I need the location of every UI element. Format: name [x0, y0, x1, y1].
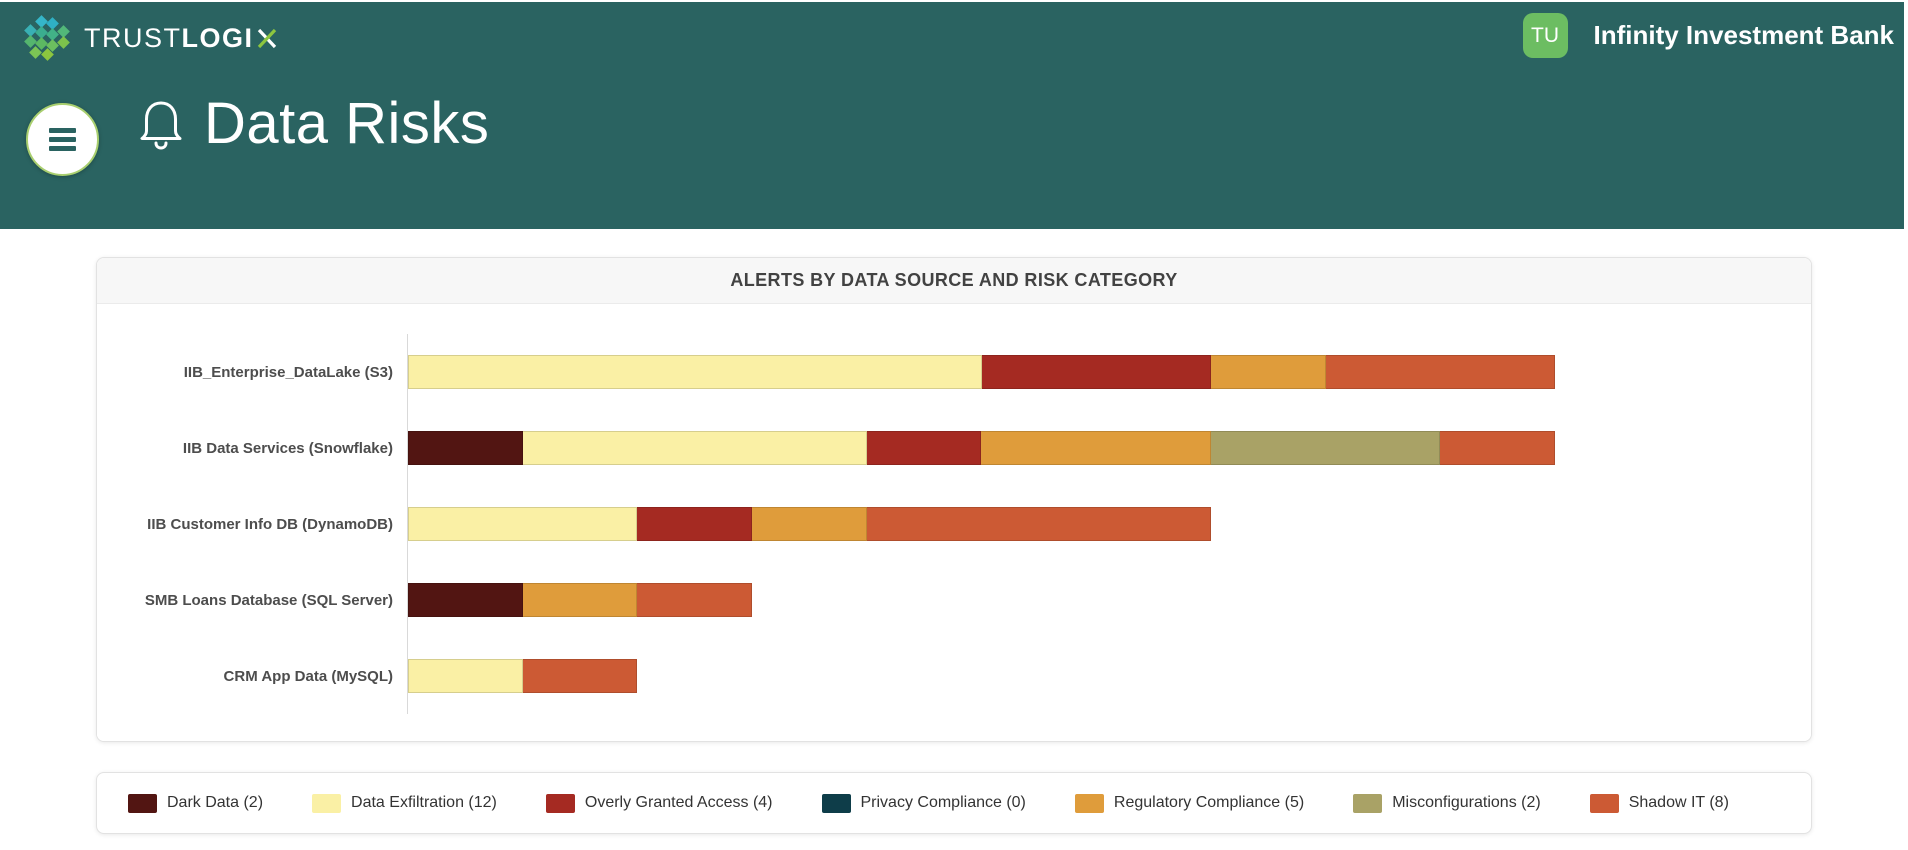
hamburger-menu-button[interactable]: [26, 103, 99, 176]
app-header: TRUST LOGI TU Infinity Investment Bank Da…: [0, 2, 1904, 229]
bar-segment-regulatory-compliance[interactable]: [1210, 355, 1326, 389]
bar-segment-shadow-it[interactable]: [866, 507, 1211, 541]
hamburger-bar: [49, 137, 76, 142]
brand-text-trust: TRUST: [84, 22, 182, 53]
chart-legend: Dark Data (2) Data Exfiltration (12) Overl…: [96, 772, 1812, 834]
chart-row-bars: [407, 562, 1811, 638]
chart-row: IIB_Enterprise_DataLake (S3): [97, 334, 1811, 410]
bar-segment-dark-data[interactable]: [408, 583, 523, 617]
account-name: Infinity Investment Bank: [1593, 20, 1895, 50]
brand-text-logi: LOGI: [181, 22, 254, 53]
legend-label: Privacy Compliance (0): [860, 794, 1026, 811]
brand-diamond-grid-icon: [24, 15, 70, 61]
bar-segment-shadow-it[interactable]: [637, 583, 753, 617]
legend-swatch: [1589, 793, 1619, 813]
chart-row: IIB Data Services (Snowflake): [97, 410, 1811, 486]
chart-row-bars: [407, 334, 1811, 410]
bar-segment-shadow-it[interactable]: [1325, 355, 1555, 389]
legend-item-overly-granted-access[interactable]: Overly Granted Access (4): [545, 793, 773, 813]
chart-title: ALERTS BY DATA SOURCE AND RISK CATEGORY: [730, 270, 1178, 290]
hamburger-bar: [49, 146, 76, 151]
bar-segment-overly-granted-access[interactable]: [637, 507, 753, 541]
page-title-row: Data Risks: [138, 90, 489, 157]
legend-swatch: [821, 793, 851, 813]
chart-row-label: IIB_Enterprise_DataLake (S3): [183, 363, 393, 381]
legend-swatch: [1353, 793, 1383, 813]
chart-row-bars: [407, 486, 1811, 562]
bar-segment-regulatory-compliance[interactable]: [522, 583, 638, 617]
chart-card-header: ALERTS BY DATA SOURCE AND RISK CATEGORY: [97, 258, 1811, 304]
legend-swatch: [1074, 793, 1104, 813]
hamburger-bar: [49, 128, 76, 133]
bar-segment-dark-data[interactable]: [408, 431, 523, 465]
bar-segment-data-exfiltration[interactable]: [408, 507, 638, 541]
legend-label: Overly Granted Access (4): [584, 794, 773, 811]
chart-row: SMB Loans Database (SQL Server): [97, 562, 1811, 638]
bar-segment-shadow-it[interactable]: [522, 659, 638, 693]
legend-swatch: [128, 793, 157, 813]
legend-item-data-exfiltration[interactable]: Data Exfiltration (12): [312, 793, 497, 813]
main-content: ALERTS BY DATA SOURCE AND RISK CATEGORY …: [0, 257, 1908, 834]
bar-segment-data-exfiltration[interactable]: [408, 355, 982, 389]
legend-item-privacy-compliance[interactable]: Privacy Compliance (0): [821, 793, 1026, 813]
legend-item-dark-data[interactable]: Dark Data (2): [128, 793, 264, 813]
bar-segment-shadow-it[interactable]: [1440, 431, 1555, 465]
chart-plot-area: IIB_Enterprise_DataLake (S3) IIB Data Ser…: [97, 304, 1811, 741]
legend-label: Shadow IT (8): [1628, 794, 1729, 811]
legend-item-regulatory-compliance[interactable]: Regulatory Compliance (5): [1074, 793, 1305, 813]
legend-label: Data Exfiltration (12): [351, 794, 497, 811]
bar-segment-misconfigurations[interactable]: [1210, 431, 1441, 465]
brand-logo[interactable]: TRUST LOGI: [22, 14, 279, 62]
chart-row-label: SMB Loans Database (SQL Server): [144, 591, 393, 609]
account-area: TU Infinity Investment Bank: [1522, 13, 1895, 58]
bar-segment-regulatory-compliance[interactable]: [981, 431, 1211, 465]
bar-segment-overly-granted-access[interactable]: [866, 431, 982, 465]
legend-label: Misconfigurations (2): [1392, 794, 1541, 811]
legend-label: Regulatory Compliance (5): [1113, 794, 1305, 811]
user-avatar[interactable]: TU: [1522, 13, 1568, 58]
alerts-chart-card: ALERTS BY DATA SOURCE AND RISK CATEGORY …: [96, 257, 1812, 742]
brand-text-x: [255, 26, 279, 50]
brand-wordmark: TRUST LOGI: [84, 23, 279, 54]
bell-icon: [140, 101, 182, 150]
bar-segment-data-exfiltration[interactable]: [408, 659, 523, 693]
legend-item-misconfigurations[interactable]: Misconfigurations (2): [1353, 793, 1541, 813]
chart-row-bars: [407, 638, 1811, 714]
legend-swatch: [312, 793, 342, 813]
chart-rows: IIB_Enterprise_DataLake (S3) IIB Data Ser…: [97, 304, 1811, 714]
page-title: Data Risks: [204, 91, 490, 156]
chart-row-label: IIB Data Services (Snowflake): [182, 439, 393, 457]
chart-row: CRM App Data (MySQL): [97, 638, 1811, 714]
chart-row-label: CRM App Data (MySQL): [223, 667, 393, 685]
bar-segment-regulatory-compliance[interactable]: [752, 507, 867, 541]
chart-row-label: IIB Customer Info DB (DynamoDB): [147, 515, 393, 533]
legend-label: Dark Data (2): [167, 794, 264, 811]
chart-row-bars: [407, 410, 1811, 486]
legend-swatch: [545, 793, 575, 813]
bar-segment-data-exfiltration[interactable]: [522, 431, 867, 465]
legend-item-shadow-it[interactable]: Shadow IT (8): [1589, 793, 1729, 813]
bar-segment-overly-granted-access[interactable]: [981, 355, 1211, 389]
chart-row: IIB Customer Info DB (DynamoDB): [97, 486, 1811, 562]
